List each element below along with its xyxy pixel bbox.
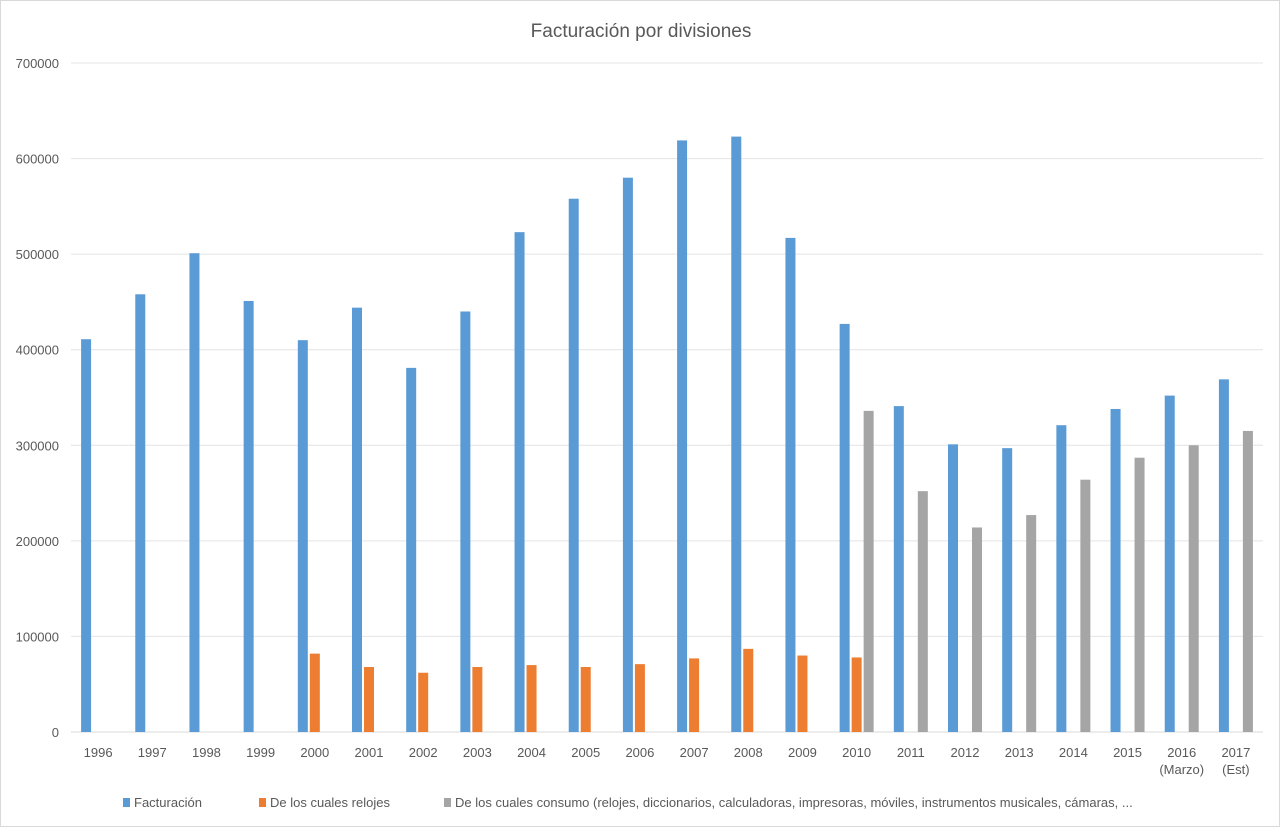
y-tick-label: 700000 (16, 56, 59, 71)
x-tick-label: 2012 (951, 745, 980, 760)
x-tick-label: 1998 (192, 745, 221, 760)
bar-facturación-2017 (1218, 379, 1229, 732)
bar-facturación-2005 (568, 198, 579, 732)
bar-de-2006 (634, 664, 645, 732)
bar-de-2011 (917, 491, 928, 732)
bar-de-2016 (1188, 445, 1199, 732)
legend-swatch (259, 798, 266, 807)
bar-facturación-2014 (1056, 425, 1067, 732)
x-tick-label: 2006 (625, 745, 654, 760)
bar-de-2014 (1080, 479, 1091, 732)
legend-swatch (123, 798, 130, 807)
bar-facturación-2006 (622, 177, 633, 732)
y-tick-label: 600000 (16, 152, 59, 167)
bar-facturación-2001 (352, 307, 362, 732)
legend-swatch (444, 798, 451, 807)
bar-de-2013 (1026, 515, 1037, 732)
bar-de-2005 (580, 667, 591, 732)
bar-de-2010 (851, 657, 862, 732)
bar-de-2003 (472, 667, 483, 732)
x-tick-label: 2017 (Est) (1221, 745, 1250, 777)
bar-facturación-2008 (731, 136, 742, 733)
x-tick-label: 2011 (897, 745, 925, 760)
y-tick-label: 100000 (16, 629, 59, 644)
bar-de-2002 (418, 672, 429, 732)
legend-label: De los cuales relojes (270, 795, 390, 810)
bar-facturación-1999 (243, 300, 254, 732)
bar-facturación-2010 (839, 323, 850, 732)
bar-de-2010 (863, 410, 874, 732)
bar-de-2007 (689, 658, 700, 732)
x-tick-label: 2010 (842, 745, 871, 760)
x-tick-label: 2013 (1005, 745, 1034, 760)
bar-facturación-2002 (406, 367, 417, 732)
bar-facturación-2004 (514, 232, 525, 732)
x-tick-label: 2004 (517, 745, 546, 760)
bar-de-2000 (309, 653, 320, 732)
x-tick-label: 2000 (300, 745, 329, 760)
y-tick-label: 200000 (16, 534, 59, 549)
y-tick-label: 400000 (16, 343, 59, 358)
y-tick-label: 0 (52, 725, 59, 740)
bar-de-2001 (364, 667, 374, 732)
x-tick-label: 2002 (409, 745, 438, 760)
bar-facturación-2007 (677, 140, 688, 733)
x-tick-label: 2003 (463, 745, 492, 760)
legend-label: De los cuales consumo (relojes, dicciona… (455, 795, 1133, 810)
bar-de-2012 (972, 527, 982, 732)
x-tick-label: 1996 (84, 745, 113, 760)
bar-facturación-2011 (893, 406, 904, 732)
x-tick-label: 2016 (Marzo) (1159, 745, 1204, 777)
bar-facturación-2003 (460, 311, 471, 732)
bar-facturación-1998 (189, 253, 200, 733)
bar-facturación-2013 (1002, 448, 1013, 732)
bar-de-2009 (797, 655, 808, 732)
bar-de-2008 (743, 648, 754, 732)
x-tick-label: 2007 (680, 745, 709, 760)
x-tick-label: 2008 (734, 745, 763, 760)
bar-de-2015 (1134, 457, 1145, 732)
bar-facturación-2015 (1110, 408, 1121, 732)
y-tick-label: 500000 (16, 247, 59, 262)
x-tick-label: 2014 (1059, 745, 1088, 760)
x-tick-label: 2009 (788, 745, 817, 760)
bar-facturación-1996 (81, 339, 92, 732)
x-tick-label: 1999 (246, 745, 275, 760)
bar-facturación-2012 (948, 444, 958, 732)
bar-de-2004 (526, 665, 537, 732)
bar-facturación-2016 (1164, 395, 1175, 732)
x-tick-label: 1997 (138, 745, 167, 760)
bar-facturación-2009 (785, 237, 796, 732)
bar-facturación-2000 (297, 340, 308, 732)
bar-de-2017 (1242, 430, 1253, 732)
bar-facturación-1997 (135, 294, 146, 732)
legend-label: Facturación (134, 795, 202, 810)
x-tick-label: 2015 (1113, 745, 1142, 760)
x-tick-label: 2001 (355, 745, 384, 760)
y-tick-label: 300000 (16, 438, 59, 453)
x-tick-label: 2005 (571, 745, 600, 760)
chart-title: Facturación por divisiones (531, 21, 752, 42)
